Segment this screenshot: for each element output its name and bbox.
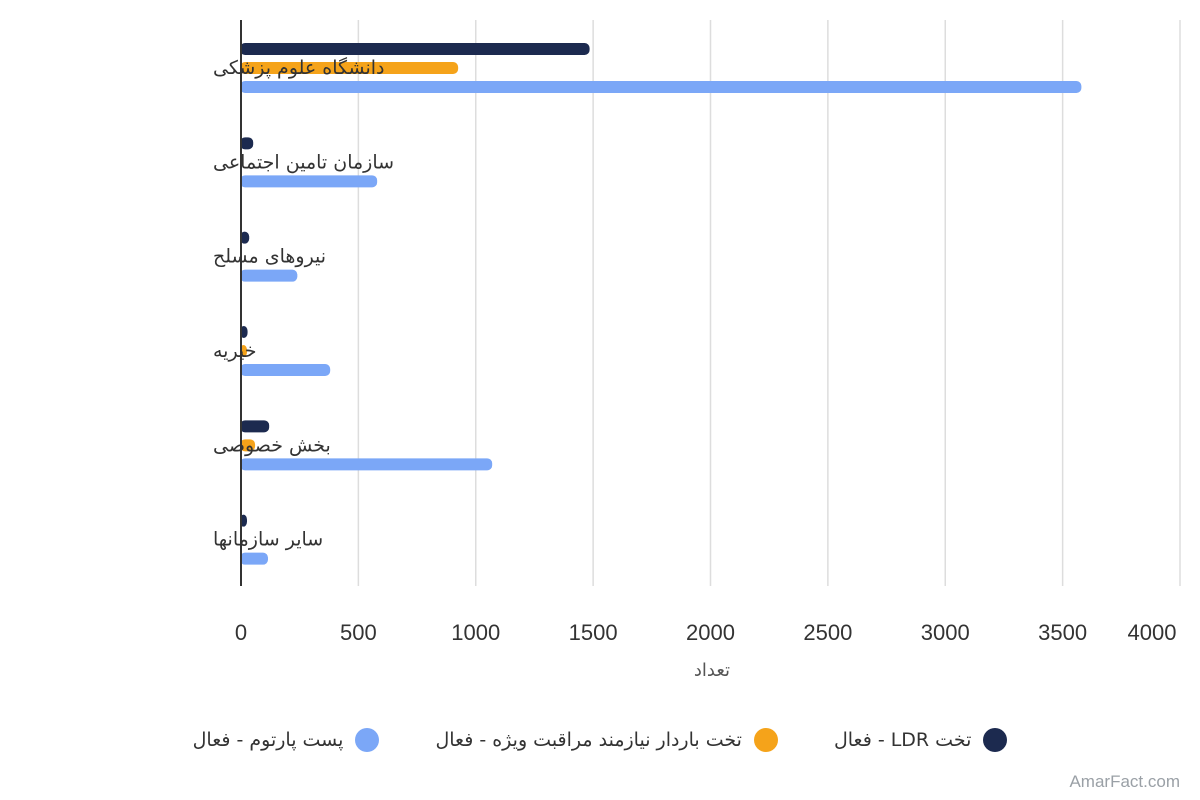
category-label: سایر سازمانها bbox=[213, 529, 323, 551]
watermark: AmarFact.com bbox=[1069, 772, 1180, 791]
x-tick-label: 2000 bbox=[686, 620, 735, 645]
x-tick-labels: 0 500 1000 1500 2000 2500 3000 3500 4000 bbox=[235, 620, 1177, 645]
legend-label: تخت باردار نیازمند مراقبت ویژه - فعال bbox=[435, 729, 742, 751]
category-label: بخش خصوصی bbox=[213, 434, 331, 456]
bar bbox=[240, 364, 331, 376]
x-tick-label: 1000 bbox=[451, 620, 500, 645]
x-tick-label: 1500 bbox=[569, 620, 618, 645]
x-tick-label: 2500 bbox=[803, 620, 852, 645]
legend-item[interactable]: پست پارتوم - فعال bbox=[193, 728, 380, 752]
category-label: دانشگاه علوم پزشکی bbox=[213, 56, 385, 79]
bar bbox=[240, 269, 298, 282]
legend-swatch bbox=[983, 728, 1008, 752]
legend-label: تخت LDR - فعال bbox=[833, 729, 972, 751]
category-label: نیروهای مسلح bbox=[213, 246, 326, 268]
bar bbox=[240, 175, 378, 188]
legend-swatch bbox=[355, 728, 380, 752]
legend: پست پارتوم - فعال تخت باردار نیازمند مراق… bbox=[0, 722, 1200, 758]
bar bbox=[240, 62, 459, 74]
x-tick-label: 500 bbox=[340, 620, 377, 645]
legend-item[interactable]: تخت LDR - فعال bbox=[833, 728, 1008, 752]
category-label: سازمان تامین اجتماعی bbox=[213, 151, 394, 173]
category-labels: دانشگاه علوم پزشکی سازمان تامین اجتماعی نی… bbox=[213, 56, 394, 551]
x-tick-label: 3500 bbox=[1038, 620, 1087, 645]
bar bbox=[240, 43, 590, 55]
category-label: خیریه bbox=[213, 340, 256, 362]
x-tick-label: 3000 bbox=[921, 620, 970, 645]
x-axis-label: تعداد bbox=[694, 660, 730, 681]
x-tick-label: 0 bbox=[235, 620, 247, 645]
bar bbox=[240, 420, 270, 433]
bar bbox=[240, 81, 1082, 93]
x-tick-label: 4000 bbox=[1128, 620, 1177, 645]
bars bbox=[240, 43, 1082, 565]
legend-item[interactable]: تخت باردار نیازمند مراقبت ویژه - فعال bbox=[435, 728, 778, 752]
bar bbox=[240, 231, 250, 244]
bar bbox=[240, 458, 493, 471]
bar bbox=[240, 552, 268, 565]
legend-swatch bbox=[753, 728, 778, 752]
legend-label: پست پارتوم - فعال bbox=[192, 729, 344, 751]
bar bbox=[240, 137, 254, 150]
gridlines bbox=[357, 20, 1181, 586]
bar bbox=[240, 439, 256, 452]
